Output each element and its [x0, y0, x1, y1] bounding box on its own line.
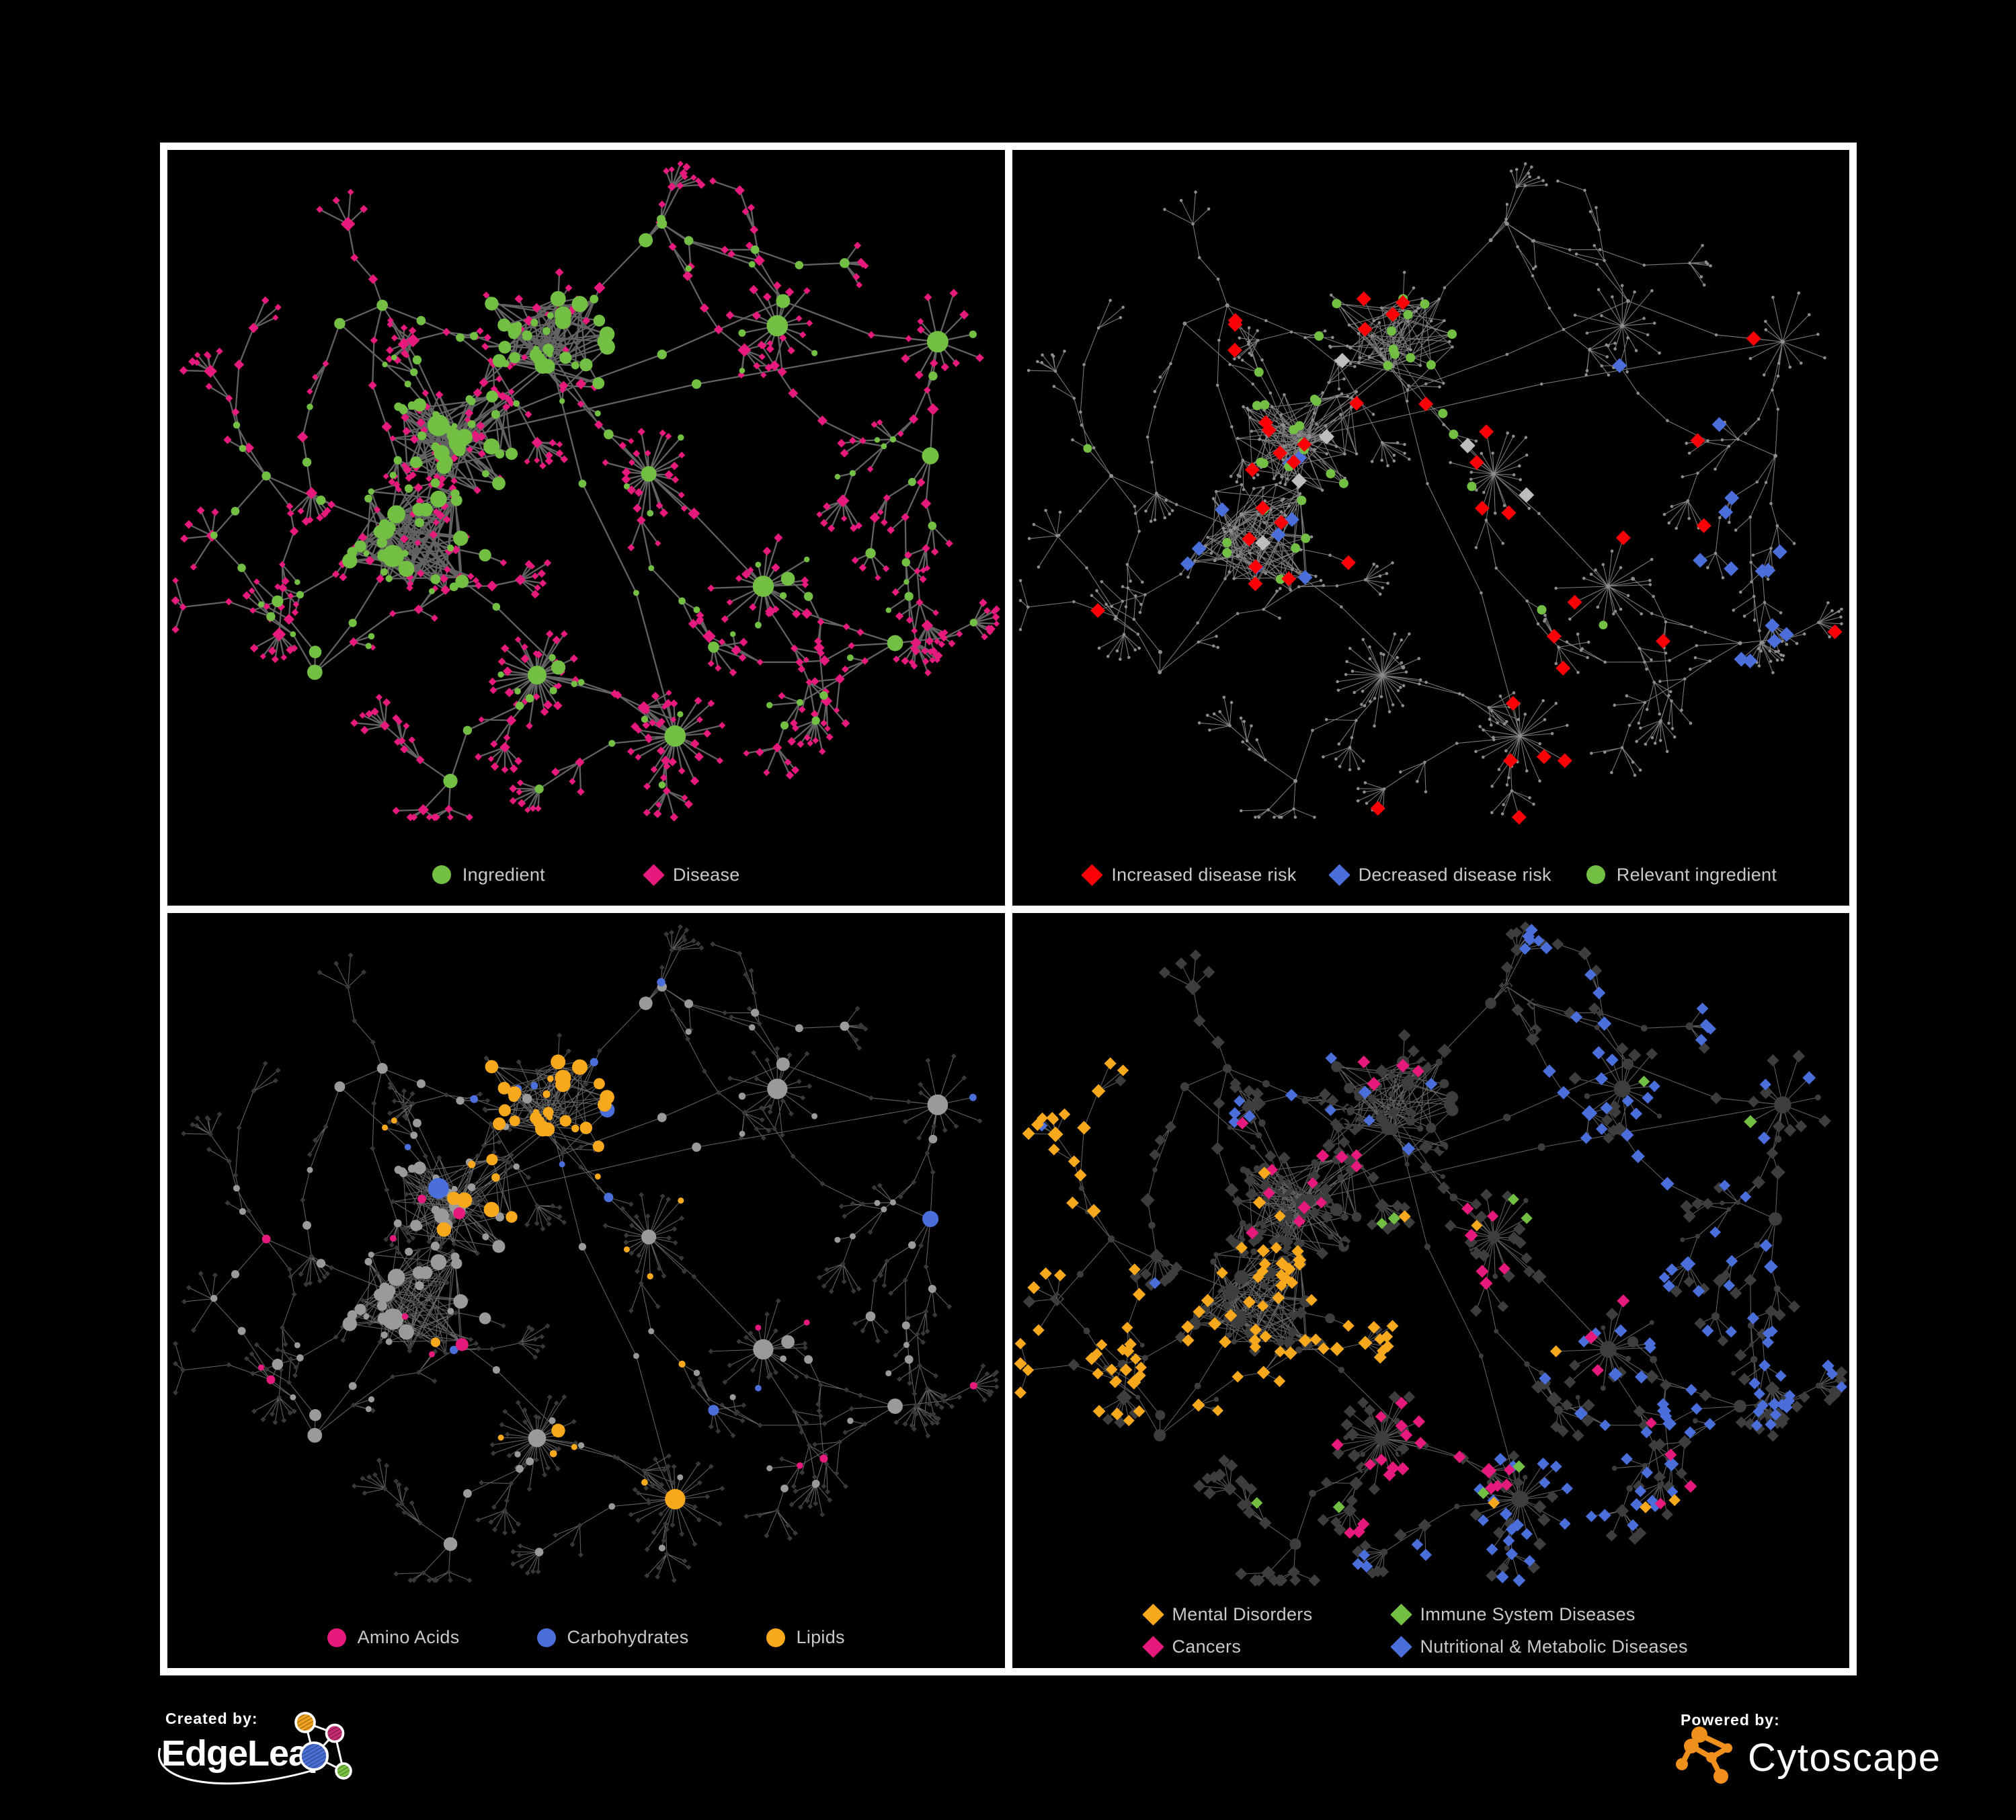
circle-icon [766, 1628, 785, 1647]
legend-disease-groups: Mental Disorders Immune System Diseases Ca… [1141, 1604, 1688, 1658]
legend-label: Immune System Diseases [1420, 1604, 1636, 1624]
network-edges [1020, 926, 1842, 1581]
diamond-icon [1141, 1604, 1164, 1626]
network-edges [174, 163, 998, 818]
diamond-icon [643, 863, 665, 886]
diamond-icon [1328, 863, 1350, 886]
legend-nutrient-classes: Amino Acids Carbohydrates Lipids [167, 1627, 1005, 1648]
legend-ingredient-disease: Ingredient Disease [167, 863, 1005, 886]
legend-item-cancers: Cancers [1141, 1636, 1394, 1658]
cytoscape-logo: Powered by: Cytoscape [1676, 1711, 1941, 1784]
legend-item-carbohydrates: Carbohydrates [536, 1627, 689, 1648]
panel-nutrient-classes: Amino Acids Carbohydrates Lipids [167, 912, 1005, 1668]
legend-label: Carbohydrates [567, 1627, 689, 1647]
legend-label: Decreased disease risk [1358, 864, 1551, 885]
legend-label: Ingredient [462, 864, 545, 885]
edgeleap-network-icon [294, 1712, 352, 1780]
legend-label: Lipids [796, 1627, 845, 1647]
legend-label: Relevant ingredient [1616, 864, 1777, 885]
circle-icon [432, 865, 451, 884]
legend-label: Increased disease risk [1111, 864, 1297, 885]
panel-disease-risk: Increased disease risk Decreased disease … [1012, 150, 1850, 906]
legend-item-decreased-disease-risk: Decreased disease risk [1328, 863, 1551, 886]
circle-icon [327, 1628, 346, 1647]
edgeleap-swoosh [158, 1747, 321, 1785]
disease-groups-network-graph [1014, 920, 1847, 1587]
powered-by-label: Powered by: [1681, 1711, 1780, 1729]
legend-item-immune-system-diseases: Immune System Diseases [1389, 1604, 1688, 1626]
diamond-icon [1389, 1604, 1412, 1626]
legend-label: Disease [672, 864, 740, 885]
circle-icon [1586, 865, 1605, 884]
legend-label: Cancers [1172, 1636, 1242, 1657]
diamond-icon [1389, 1636, 1412, 1658]
cytoscape-brand-text: Cytoscape [1748, 1736, 1941, 1780]
cytoscape-network-icon [1676, 1727, 1732, 1784]
network-nodes [210, 214, 978, 794]
legend-item-disease: Disease [643, 863, 740, 886]
legend-item-mental-disorders: Mental Disorders [1141, 1604, 1394, 1626]
diamond-icon [1081, 863, 1104, 886]
legend-item-nutritional-metabolic-diseases: Nutritional & Metabolic Diseases [1389, 1636, 1688, 1658]
network-nodes [1090, 291, 1843, 825]
legend-item-ingredient: Ingredient [432, 865, 545, 885]
legend-label: Nutritional & Metabolic Diseases [1420, 1636, 1688, 1657]
panel-grid: Ingredient Disease Increased disease risk… [160, 143, 1857, 1675]
legend-label: Mental Disorders [1172, 1604, 1313, 1624]
legend-item-lipids: Lipids [766, 1627, 845, 1648]
disease-risk-network-graph [1018, 162, 1843, 825]
circle-icon [536, 1628, 556, 1647]
legend-disease-risk: Increased disease risk Decreased disease … [1012, 863, 1850, 886]
legend-item-amino-acids: Amino Acids [327, 1627, 460, 1648]
network-edges [1020, 163, 1842, 818]
created-by-label: Created by: [165, 1710, 258, 1727]
network-nodes [1022, 920, 1847, 1587]
legend-item-relevant-ingredient: Relevant ingredient [1586, 865, 1777, 885]
panel-disease-groups: Mental Disorders Immune System Diseases Ca… [1012, 912, 1849, 1668]
legend-label: Amino Acids [357, 1627, 460, 1647]
network-edges [175, 926, 997, 1581]
network-nodes [258, 1194, 977, 1469]
edgeleap-logo: Created by: EdgeLeap [158, 1710, 352, 1785]
nutrient-classes-network-graph [173, 924, 1000, 1583]
legend-item-increased-disease-risk: Increased disease risk [1081, 863, 1297, 886]
ingredient-disease-network-graph [171, 160, 1001, 822]
diamond-icon [1141, 1636, 1164, 1658]
panel-ingredient-disease: Ingredient Disease [167, 150, 1005, 906]
